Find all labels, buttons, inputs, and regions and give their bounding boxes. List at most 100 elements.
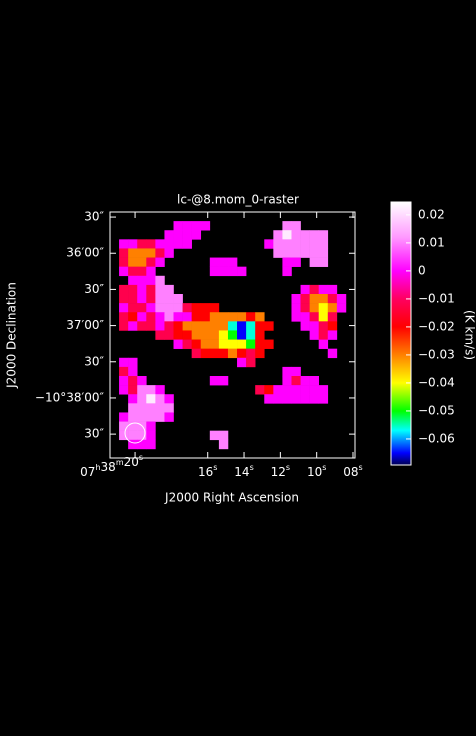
- raster-cell: [200, 330, 211, 340]
- raster-cell: [119, 257, 129, 267]
- raster-cell: [191, 230, 202, 240]
- raster-cell: [209, 312, 220, 322]
- raster-cell: [191, 221, 202, 231]
- raster-cell: [255, 339, 265, 349]
- raster-cell: [300, 230, 310, 240]
- raster-cell: [155, 284, 165, 295]
- raster-cell: [209, 303, 220, 313]
- colorbar-tick-label: −0.02: [418, 319, 455, 333]
- raster-cell: [209, 321, 220, 331]
- raster-cell: [173, 339, 183, 349]
- raster-cell: [146, 275, 156, 286]
- raster-cell: [282, 385, 292, 395]
- raster-cell: [327, 348, 338, 359]
- raster-cell: [191, 303, 202, 313]
- raster-cell: [327, 284, 338, 295]
- raster-cell: [191, 348, 202, 359]
- raster-cell: [137, 412, 147, 422]
- raster-cell: [318, 303, 329, 313]
- colorbar-tick-label: −0.06: [418, 431, 455, 445]
- raster-cell: [218, 376, 229, 386]
- raster-cell: [273, 248, 283, 258]
- raster-cell: [309, 294, 320, 304]
- raster-cell: [291, 294, 301, 304]
- raster-cell: [300, 385, 310, 395]
- raster-cell: [309, 257, 320, 267]
- raster-cell: [300, 239, 310, 249]
- raster-cell: [291, 257, 301, 267]
- raster-cell: [264, 394, 274, 404]
- colorbar-tick-label: −0.04: [418, 375, 455, 389]
- colorbar-tick-label: −0.05: [418, 403, 455, 417]
- raster-cell: [137, 257, 147, 267]
- raster-cell: [137, 312, 147, 322]
- raster-cell: [182, 321, 192, 331]
- raster-cell: [119, 239, 129, 249]
- raster-cell: [119, 357, 129, 368]
- raster-cell: [128, 376, 138, 386]
- plot-frame: [109, 211, 356, 459]
- x-axis-label: J2000 Right Ascension: [164, 491, 299, 505]
- raster-cell: [173, 239, 183, 249]
- raster-cell: [200, 303, 211, 313]
- raster-cell: [318, 257, 329, 267]
- raster-cell: [300, 376, 310, 386]
- raster-cell: [318, 394, 329, 404]
- raster-cell: [191, 330, 202, 340]
- raster-cell: [282, 221, 292, 231]
- raster-cell: [155, 303, 165, 313]
- raster-cell: [146, 257, 156, 267]
- raster-cell: [255, 348, 265, 359]
- raster-cell: [164, 321, 174, 331]
- raster-cell: [264, 239, 274, 249]
- colorbar-tick-label: −0.01: [418, 291, 455, 305]
- y-axis-label: J2000 Declination: [5, 282, 19, 389]
- raster-cell: [282, 248, 292, 258]
- raster-cell: [327, 294, 338, 304]
- raster-cell: [146, 294, 156, 304]
- raster-cell: [128, 266, 138, 277]
- raster-cell: [218, 257, 229, 267]
- raster-cell: [200, 312, 211, 322]
- raster-cell: [119, 421, 129, 431]
- raster-cell: [227, 257, 238, 267]
- raster-cell: [146, 439, 156, 450]
- raster-cell: [218, 330, 229, 340]
- raster-cell: [146, 321, 156, 331]
- x-tick-label: 12s: [271, 463, 290, 479]
- raster-cell: [119, 366, 129, 377]
- raster-cell: [119, 385, 129, 395]
- colorbar-tick-label: 0: [418, 263, 426, 277]
- raster-cell: [164, 239, 174, 249]
- raster-cell: [137, 439, 147, 450]
- chart-title: lc-@8.mom_0-raster: [177, 193, 299, 207]
- raster-cell: [227, 321, 238, 331]
- raster-cell: [264, 321, 274, 331]
- raster-cell: [128, 248, 138, 258]
- raster-cell: [200, 221, 211, 231]
- raster-cell: [309, 303, 320, 313]
- raster-cell: [318, 294, 329, 304]
- raster-cell: [182, 303, 192, 313]
- axes: 07h38m20s 16s 14s 12s 10s 08s 30″ 36′00″ 30″ 37′0…: [35, 210, 363, 479]
- raster-cell: [146, 266, 156, 277]
- colorbar: [390, 201, 412, 466]
- raster-cell: [155, 239, 165, 249]
- raster-cell: [291, 248, 301, 258]
- raster-cell: [218, 339, 229, 349]
- raster-cell: [128, 421, 138, 431]
- raster-cell: [309, 376, 320, 386]
- raster-cell: [128, 257, 138, 267]
- raster-cell: [164, 412, 174, 422]
- raster-cell: [318, 248, 329, 258]
- raster-cell: [237, 348, 247, 359]
- raster-cell: [209, 330, 220, 340]
- raster-cell: [128, 403, 138, 413]
- raster-cell: [173, 230, 183, 240]
- raster-cell: [137, 376, 147, 386]
- raster-cell: [146, 239, 156, 249]
- raster-cell: [291, 366, 301, 377]
- raster-cell: [227, 312, 238, 322]
- raster-cell: [146, 430, 156, 441]
- raster-cell: [291, 239, 301, 249]
